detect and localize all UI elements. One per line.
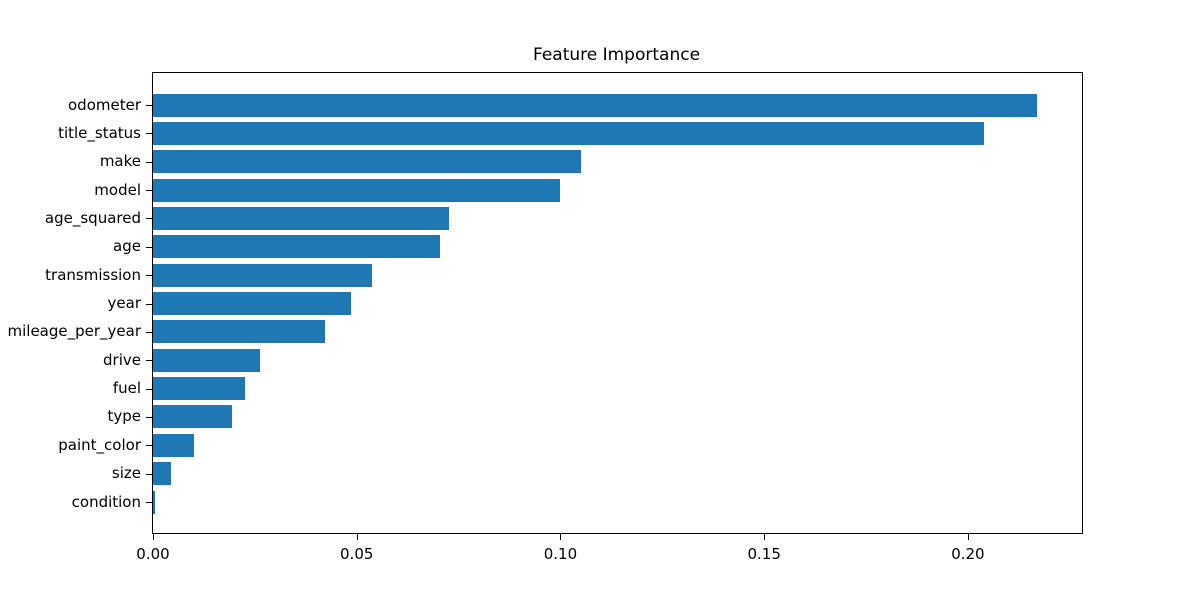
y-axis-label-fuel: fuel	[112, 379, 141, 398]
y-axis-label-title_status: title_status	[58, 123, 141, 142]
x-axis-tick	[153, 534, 154, 540]
y-axis-tick	[146, 218, 152, 220]
bar-size	[153, 462, 171, 486]
bar-mileage_per_year	[153, 320, 325, 344]
x-axis-tick	[560, 534, 562, 540]
y-axis-tick	[146, 303, 152, 305]
y-axis-label-year: year	[107, 294, 141, 312]
y-axis-tick	[146, 445, 152, 447]
bar-odometer	[153, 93, 1038, 117]
y-axis-label-transmission: transmission	[45, 265, 141, 284]
y-axis-tick	[146, 502, 152, 503]
y-axis-label-type: type	[107, 407, 141, 426]
bar-transmission	[153, 263, 372, 287]
x-axis-tick-label: 0.20	[951, 545, 985, 563]
y-axis-label-condition: condition	[71, 492, 141, 511]
bar-title_status	[153, 121, 985, 145]
bar-model	[153, 178, 561, 202]
bar-paint_color	[153, 433, 194, 457]
y-axis-tick	[146, 360, 152, 362]
y-axis-label-mileage_per_year: mileage_per_year	[7, 322, 142, 341]
bar-drive	[153, 348, 261, 372]
y-axis-tick	[146, 190, 152, 192]
bar-condition	[153, 490, 156, 514]
y-axis-tick	[146, 105, 152, 106]
x-axis-tick-label: 0.00	[136, 545, 170, 563]
y-axis-tick	[146, 161, 152, 163]
y-axis-tick	[146, 275, 152, 277]
y-axis-label-age: age	[113, 237, 141, 256]
bar-fuel	[153, 377, 245, 401]
bar-make	[153, 150, 581, 174]
y-axis-label-drive: drive	[103, 350, 141, 369]
y-axis-label-odometer: odometer	[68, 95, 141, 114]
x-axis-tick	[967, 534, 969, 540]
chart-title: Feature Importance	[532, 45, 701, 65]
x-axis-tick-label: 0.05	[340, 545, 374, 563]
y-axis-tick	[146, 473, 152, 475]
y-axis-label-model: model	[94, 180, 141, 199]
y-axis-tick	[146, 133, 152, 135]
bar-year	[153, 292, 352, 315]
bar-age	[153, 235, 440, 259]
x-axis-tick	[764, 534, 766, 540]
y-axis-tick	[146, 416, 152, 418]
y-axis-label-age_squared: age_squared	[44, 208, 141, 227]
bar-age_squared	[153, 206, 449, 230]
y-axis-tick	[146, 388, 152, 390]
bar-type	[153, 405, 233, 429]
y-axis-label-make: make	[99, 152, 141, 171]
x-axis-tick-label: 0.10	[543, 545, 578, 563]
y-axis-tick	[146, 246, 152, 248]
x-axis-tick	[356, 534, 358, 540]
y-axis-tick	[146, 331, 152, 333]
y-axis-label-size: size	[111, 464, 141, 483]
x-axis-tick-label: 0.15	[747, 545, 781, 563]
y-axis-label-paint_color: paint_color	[58, 435, 141, 454]
